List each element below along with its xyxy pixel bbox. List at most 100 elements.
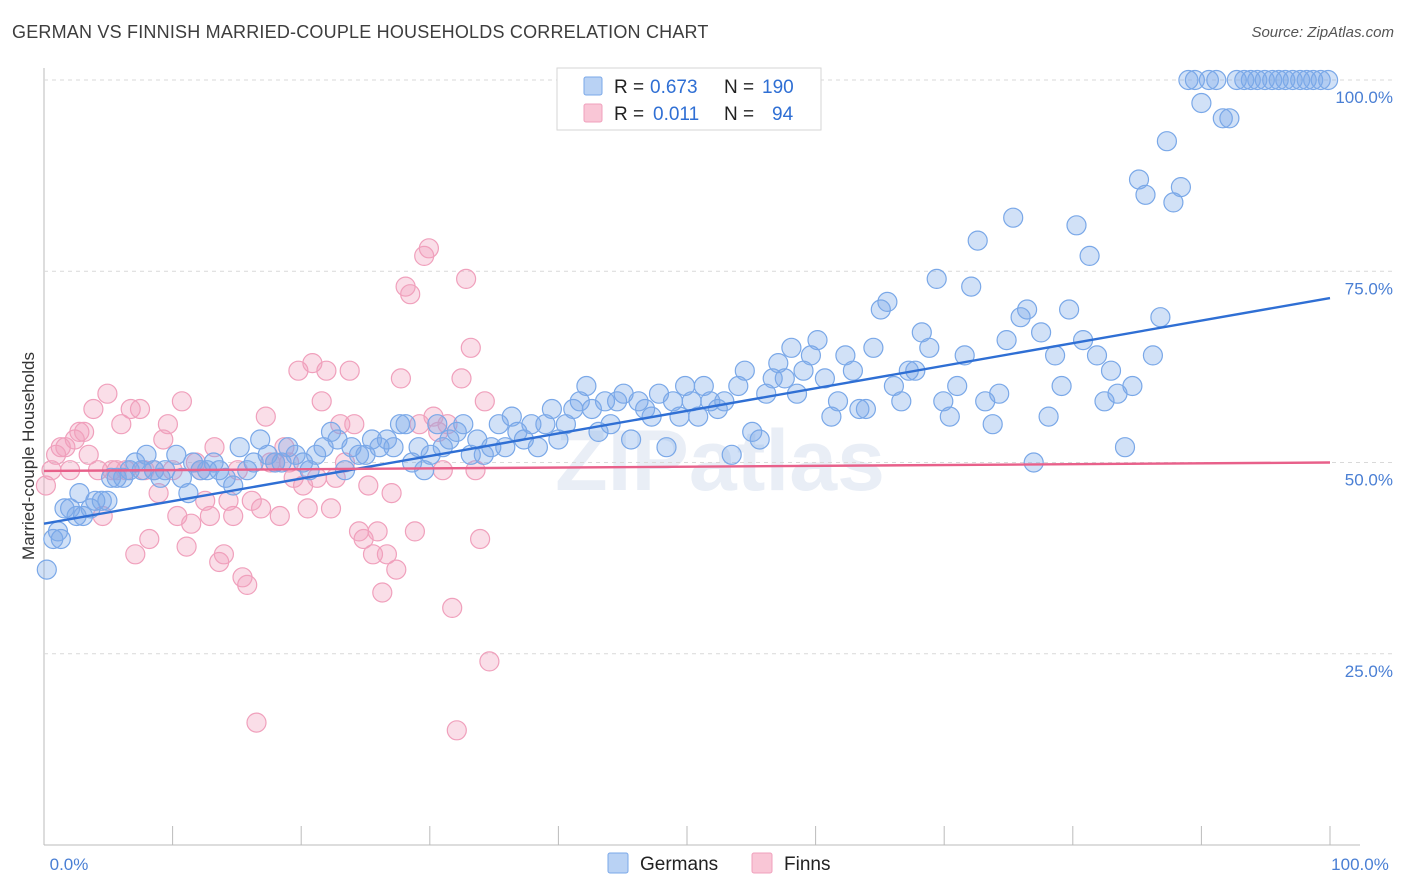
germans-point xyxy=(569,391,590,412)
finns-point xyxy=(204,437,225,458)
germans-point xyxy=(996,330,1017,351)
germans-point xyxy=(1058,299,1080,320)
germans-point xyxy=(408,437,429,458)
finns-point xyxy=(83,398,104,420)
finns-point xyxy=(311,391,332,412)
germans-point xyxy=(933,391,954,412)
germans-point xyxy=(541,398,563,420)
y-tick-label: 75.0% xyxy=(1345,279,1393,298)
finns-point xyxy=(339,360,360,381)
germans-point xyxy=(576,375,597,397)
germans-point xyxy=(278,437,299,458)
germans-point xyxy=(821,406,842,427)
finns-legend-icon xyxy=(751,852,773,874)
finns-point xyxy=(474,391,495,412)
germans-point xyxy=(1044,345,1066,366)
germans-point xyxy=(693,375,714,397)
x-tick-label-min: 0.0% xyxy=(50,855,89,874)
finns-point xyxy=(111,414,132,435)
germans-point xyxy=(229,437,250,458)
germans-point xyxy=(628,391,649,412)
germans-trend-line xyxy=(43,296,1331,525)
germans-point xyxy=(50,528,71,550)
legend-r-value-germans: 0.673 xyxy=(650,77,698,98)
legend-r-value-finns: 0.011 xyxy=(653,104,699,125)
germans-point xyxy=(1094,391,1115,412)
finns-series xyxy=(35,238,500,741)
finns-point xyxy=(372,582,393,603)
y-tick-label: 25.0% xyxy=(1345,662,1393,681)
germans-point xyxy=(926,268,947,289)
legend-n-label-germans: N = xyxy=(724,77,754,98)
germans-point xyxy=(285,444,306,465)
germans-point xyxy=(734,360,755,381)
germans-point xyxy=(721,444,742,465)
y-tick-label: 50.0% xyxy=(1345,471,1393,490)
germans-point xyxy=(488,414,509,435)
germans-point xyxy=(742,421,763,442)
finns-trend-line xyxy=(43,461,1331,473)
finns-point xyxy=(479,651,500,672)
x-tick-marks xyxy=(43,826,1331,845)
germans-point xyxy=(1247,69,1268,91)
germans-point xyxy=(1128,169,1150,190)
finns-point xyxy=(400,284,421,305)
finns-point xyxy=(246,712,267,733)
germans-point xyxy=(1051,375,1072,397)
finns-point xyxy=(251,498,272,519)
series-legend: Germans Finns xyxy=(607,852,830,875)
x-tick-label-max: 100.0% xyxy=(1331,855,1389,874)
finns-point xyxy=(269,505,290,527)
finns-point xyxy=(418,238,439,259)
germans-point xyxy=(1030,322,1052,343)
germans-point xyxy=(85,490,106,511)
germans-point xyxy=(982,414,1003,435)
legend-r-label-finns: R = xyxy=(614,104,644,125)
y-tick-labels: 100.0% 75.0% 50.0% 25.0% xyxy=(1335,88,1393,681)
finns-point xyxy=(390,368,411,389)
finns-point xyxy=(255,406,276,427)
germans-point xyxy=(1268,69,1289,91)
finns-point xyxy=(456,268,477,289)
finns-point xyxy=(358,475,379,496)
finns-point xyxy=(320,498,342,519)
germans-point xyxy=(1303,69,1324,91)
legend-label-germans: Germans xyxy=(640,854,718,875)
germans-point xyxy=(389,414,411,435)
finns-point xyxy=(316,360,337,381)
finns-point xyxy=(78,444,99,465)
trend-lines xyxy=(43,296,1331,525)
germans-point xyxy=(688,406,709,427)
germans-point xyxy=(1023,452,1044,473)
finns-point xyxy=(157,414,178,435)
chart-title: GERMAN VS FINNISH MARRIED-COUPLE HOUSEHO… xyxy=(12,22,709,42)
germans-point xyxy=(166,444,187,465)
finns-point xyxy=(451,368,472,389)
germans-point xyxy=(1282,69,1303,91)
germans-point xyxy=(800,345,822,366)
finns-point xyxy=(362,544,384,565)
finns-point xyxy=(181,513,202,534)
legend-n-value-germans: 190 xyxy=(762,77,794,98)
finns-point xyxy=(223,505,244,527)
germans-point xyxy=(54,498,75,519)
germans-point xyxy=(961,276,982,297)
germans-point xyxy=(100,467,122,488)
germans-point xyxy=(620,429,642,450)
finns-point xyxy=(470,528,491,550)
germans-swatch-icon xyxy=(583,76,603,96)
germans-point xyxy=(361,429,383,450)
finns-point xyxy=(386,559,407,580)
finns-point xyxy=(176,536,197,557)
germans-point xyxy=(656,437,677,458)
legend-r-label-germans: R = xyxy=(614,77,644,98)
germans-point xyxy=(1206,69,1227,91)
finns-point xyxy=(465,460,486,481)
germans-point xyxy=(1122,375,1143,397)
germans-point xyxy=(863,337,884,358)
germans-point xyxy=(919,337,940,358)
germans-point xyxy=(1038,406,1059,427)
finns-point xyxy=(237,574,258,596)
germans-point xyxy=(106,467,127,488)
